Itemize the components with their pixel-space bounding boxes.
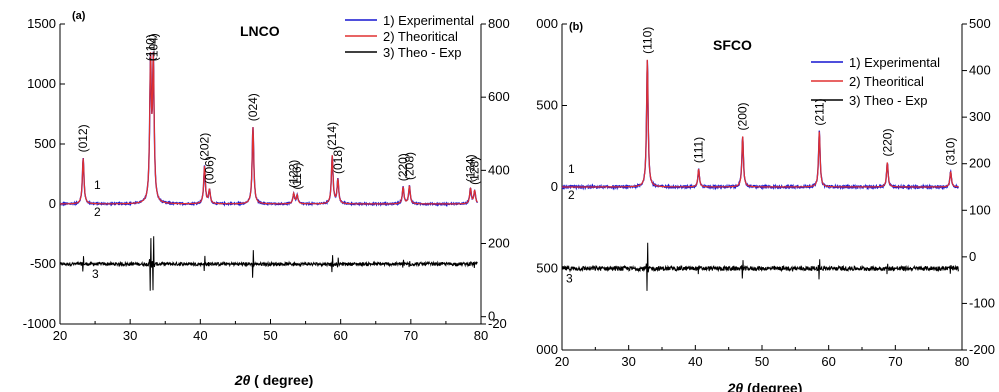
peak-label: (310) bbox=[944, 137, 958, 165]
curve-label-2: 2 bbox=[568, 188, 575, 202]
left-y-tick-label: 500 bbox=[34, 136, 56, 151]
panel-label: (b) bbox=[569, 21, 583, 33]
right-y-tick-label: 0 bbox=[488, 309, 495, 324]
left-y-tick-label: 0 bbox=[49, 196, 56, 211]
right-y-tick-label: 400 bbox=[969, 63, 991, 78]
peak-label: (111) bbox=[692, 137, 706, 163]
x-tick-label: 80 bbox=[474, 328, 488, 343]
right-y-tick-label: 100 bbox=[969, 202, 991, 217]
series-theoretical-line bbox=[562, 59, 959, 188]
x-tick-label: 60 bbox=[333, 328, 347, 343]
left-y-tick-label: 500 bbox=[536, 98, 558, 113]
peak-label: (220) bbox=[396, 153, 410, 181]
x-tick-label: 40 bbox=[688, 354, 702, 369]
x-tick-label: 50 bbox=[263, 328, 277, 343]
left-y-tick-label: -500 bbox=[30, 256, 56, 271]
right-y-tick-label: 200 bbox=[488, 236, 510, 251]
legend-entry: 3) Theo - Exp bbox=[383, 45, 462, 60]
right-y-tick-label: 300 bbox=[969, 109, 991, 124]
x-axis-title-unit: (degree) bbox=[743, 380, 802, 392]
peak-label: (211) bbox=[812, 98, 826, 125]
left-y-tick-label: 0 bbox=[551, 179, 558, 194]
right-y-tick-label: 800 bbox=[488, 16, 510, 31]
curve-label-3: 3 bbox=[566, 272, 573, 286]
peak-label: (104) bbox=[146, 33, 160, 61]
x-tick-label: 20 bbox=[53, 328, 67, 343]
series-theoretical-line bbox=[60, 52, 478, 205]
x-tick-label: 60 bbox=[821, 354, 835, 369]
x-tick-label: 80 bbox=[955, 354, 969, 369]
left-y-tick-label: -1000 bbox=[23, 316, 56, 331]
left-y-tick-label: 000 bbox=[536, 342, 558, 357]
peak-label: (018) bbox=[331, 146, 345, 174]
left-y-tick-label: 000 bbox=[536, 16, 558, 31]
sample-label: LNCO bbox=[240, 23, 280, 39]
peak-label: (208) bbox=[402, 152, 416, 180]
x-axis-title: 2θ ( degree) bbox=[234, 372, 314, 388]
x-tick-label: 40 bbox=[193, 328, 207, 343]
peak-label: (122) bbox=[287, 160, 301, 188]
peak-label: (134) bbox=[463, 154, 477, 182]
right-y-tick-label: 600 bbox=[488, 89, 510, 104]
peak-label: (024) bbox=[246, 93, 260, 121]
right-y-tick-label: 0 bbox=[969, 249, 976, 264]
right-y-tick-label: 500 bbox=[969, 16, 991, 31]
legend-entry: 3) Theo - Exp bbox=[849, 93, 928, 108]
peak-label: (214) bbox=[325, 122, 339, 150]
peak-label: (202) bbox=[198, 133, 212, 161]
curve-label-1: 1 bbox=[94, 178, 101, 192]
sample-label: SFCO bbox=[713, 37, 752, 53]
x-tick-label: 50 bbox=[755, 354, 769, 369]
x-axis-title: 2θ (degree) bbox=[727, 380, 803, 392]
peak-label: (128) bbox=[468, 157, 482, 185]
peak-label: (116) bbox=[290, 162, 304, 189]
peak-label: (200) bbox=[736, 102, 750, 130]
right-y-tick-label: -200 bbox=[969, 342, 995, 357]
chart-panel-b: 20 30 40 50 60 70 80 000 500 0 500 000 -200 -100 0 100 2… bbox=[536, 16, 995, 392]
x-tick-label: 70 bbox=[888, 354, 902, 369]
legend-entry: 1) Experimental bbox=[849, 55, 940, 70]
x-axis-title-symbol: 2θ bbox=[727, 380, 744, 392]
left-y-tick-label: 1500 bbox=[27, 16, 56, 31]
curve-label-3: 3 bbox=[92, 267, 99, 281]
x-tick-label: 30 bbox=[123, 328, 137, 343]
x-axis-title-unit: ( degree) bbox=[250, 372, 313, 388]
right-y-tick-label: -20 bbox=[488, 316, 507, 331]
peak-label: (220) bbox=[880, 129, 894, 157]
x-tick-label: 70 bbox=[404, 328, 418, 343]
peak-label: (110) bbox=[144, 34, 158, 61]
legend-entry: 2) Theoritical bbox=[383, 29, 458, 44]
x-axis-title-symbol: 2θ bbox=[234, 372, 251, 388]
right-y-tick-label: -100 bbox=[969, 295, 995, 310]
series-experimental-line bbox=[60, 51, 479, 208]
chart-panel-a: 20 30 40 50 60 70 80-1000-500050010001500-2002… bbox=[23, 10, 510, 388]
series-theo-exp-line bbox=[561, 242, 960, 291]
peak-label: (006) bbox=[202, 156, 216, 184]
left-y-tick-label: 500 bbox=[536, 261, 558, 276]
panel-label: (a) bbox=[72, 10, 86, 22]
series-theo-exp-line bbox=[59, 236, 478, 291]
x-tick-label: 20 bbox=[555, 354, 569, 369]
curve-label-2: 2 bbox=[94, 205, 101, 219]
right-y-tick-label: 200 bbox=[969, 156, 991, 171]
legend-entry: 2) Theoritical bbox=[849, 74, 924, 89]
legend-entry: 1) Experimental bbox=[383, 13, 474, 28]
x-tick-label: 30 bbox=[621, 354, 635, 369]
peak-label: (012) bbox=[76, 124, 90, 152]
left-y-tick-label: 1000 bbox=[27, 76, 56, 91]
curve-label-1: 1 bbox=[568, 162, 575, 176]
right-y-tick-label: 400 bbox=[488, 162, 510, 177]
peak-label: (110) bbox=[640, 27, 654, 54]
